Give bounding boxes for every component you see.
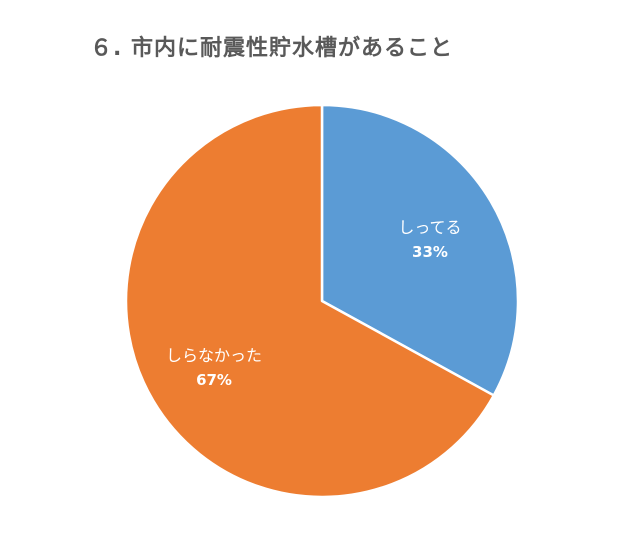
pie-slice-1 [124,103,496,499]
slice-value-label-1: 67% [196,371,232,389]
pie-slice-0 [320,103,520,397]
slice-value-label-0: 33% [412,243,448,261]
chart-title: ６. 市内に耐震性貯水槽があること [90,36,454,61]
slice-category-label-1: しらなかった [166,346,262,365]
slice-category-label-0: しってる [398,218,461,237]
